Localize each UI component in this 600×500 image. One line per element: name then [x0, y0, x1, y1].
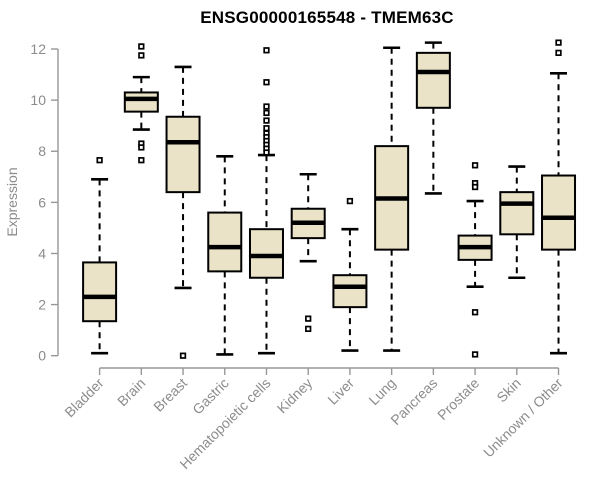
y-tick-label: 0	[38, 348, 46, 364]
outlier-point	[555, 49, 562, 56]
box-rect	[415, 51, 451, 109]
box-rect	[207, 211, 243, 273]
outlier-point	[305, 315, 312, 322]
x-tick-label: Brain	[114, 375, 148, 409]
outlier-point	[263, 117, 270, 124]
box-hematopoietic-cells	[248, 47, 284, 355]
y-tick-label: 2	[38, 297, 46, 313]
x-tick-label: Lung	[365, 375, 398, 408]
outlier-point	[471, 162, 479, 169]
box-rect	[499, 191, 535, 236]
y-tick-label: 4	[38, 245, 46, 261]
outlier-point	[263, 79, 270, 86]
outlier-point	[305, 325, 312, 333]
x-tick-label: Liver	[324, 375, 357, 408]
y-tick-label: 12	[30, 41, 46, 57]
x-tick-label: Kidney	[274, 375, 316, 417]
outlier-point	[96, 157, 103, 164]
x-tick-label: Bladder	[61, 375, 107, 421]
outlier-point	[179, 352, 187, 359]
box-unknown-other	[541, 39, 577, 355]
outlier-point	[138, 52, 145, 59]
outlier-point	[555, 39, 562, 46]
y-tick-label: 10	[30, 92, 46, 108]
x-tick-label: Prostate	[434, 375, 482, 423]
chart-title: ENSG00000165548 - TMEM63C	[200, 8, 454, 27]
box-kidney	[290, 172, 326, 333]
outlier-point	[471, 351, 479, 358]
outlier-point	[138, 157, 145, 164]
box-rect	[541, 174, 577, 251]
box-rect	[123, 91, 159, 113]
box-liver	[332, 197, 368, 352]
y-axis: 0 2 4 6 8 10 12 Expression	[4, 41, 59, 364]
y-tick-label: 6	[38, 194, 46, 210]
outlier-point	[263, 125, 270, 132]
outlier-point	[138, 43, 145, 50]
outlier-point	[346, 197, 354, 205]
y-axis-title: Expression	[4, 167, 20, 236]
box-rect	[332, 274, 368, 309]
outlier-point	[471, 183, 479, 191]
box-gastric	[207, 155, 243, 356]
outlier-point	[263, 47, 270, 54]
x-tick-label: Unknown / Other	[480, 375, 566, 461]
box-prostate	[457, 162, 493, 358]
outlier-point	[138, 144, 145, 151]
box-pancreas	[415, 41, 451, 195]
box-brain	[123, 43, 159, 164]
box-breast	[165, 65, 201, 359]
x-tick-label: Skin	[493, 375, 524, 406]
outlier-point	[263, 103, 270, 110]
outlier-point	[263, 149, 270, 156]
box-bladder	[82, 157, 118, 355]
outlier-point	[263, 109, 270, 117]
box-rect	[165, 115, 201, 194]
y-tick-label: 8	[38, 143, 46, 159]
box-rect	[248, 228, 284, 279]
box-skin	[499, 165, 535, 280]
x-tick-label: Breast	[150, 375, 190, 415]
box-rect	[82, 261, 118, 323]
outlier-point	[471, 309, 479, 316]
box-lung	[374, 46, 410, 352]
